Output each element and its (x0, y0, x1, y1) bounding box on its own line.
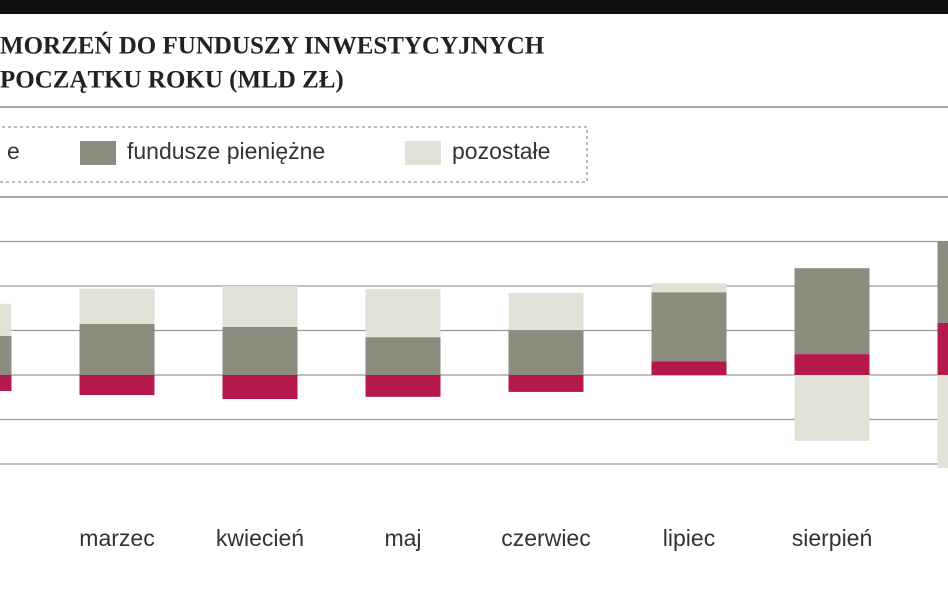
bar-segment (937, 241, 948, 323)
x-tick-label: marzec (79, 525, 154, 551)
x-tick-label: maj (384, 525, 421, 551)
chart-title: MORZEŃ DO FUNDUSZY INWESTYCYJNYCH (0, 32, 545, 60)
bar-segment (651, 361, 727, 375)
x-tick-label: lipiec (663, 525, 715, 551)
bar-segment (937, 375, 948, 469)
bar-segment (222, 326, 298, 375)
bar-segment (937, 322, 948, 375)
bar-segment (508, 293, 584, 331)
legend-label: e (7, 138, 20, 164)
legend: e fundusze pieniężne pozostałe (7, 138, 550, 165)
bar-segment (222, 375, 298, 400)
bar-segment (0, 303, 12, 336)
legend-swatch (80, 141, 116, 165)
bar-segment (365, 337, 441, 375)
bar-segment (794, 354, 870, 375)
x-tick-label: kwiecień (216, 525, 304, 551)
grid (0, 240, 948, 465)
top-bar (0, 0, 948, 14)
bar-segment (651, 292, 727, 362)
bar-segment (222, 286, 298, 327)
bar-segment (651, 283, 727, 293)
bar-segment (365, 375, 441, 397)
bar-segment (0, 375, 12, 392)
bar-segment (794, 268, 870, 355)
bar-segment (79, 288, 155, 324)
bar-segment (79, 323, 155, 375)
chart-subtitle: POCZĄTKU ROKU (MLD ZŁ) (0, 67, 344, 94)
legend-swatch (405, 141, 441, 165)
bar-segment (508, 375, 584, 392)
x-tick-label: sierpień (792, 525, 873, 551)
legend-label: fundusze pieniężne (127, 138, 325, 164)
bar-segment (365, 289, 441, 338)
legend-label: pozostałe (452, 138, 550, 164)
x-tick-label: czerwiec (501, 525, 590, 551)
bar-segment (79, 375, 155, 396)
bar-segment (508, 330, 584, 375)
bar-segment (794, 375, 870, 441)
bars: marzeckwiecieńmajczerwieclipiecsierpieńw… (0, 241, 948, 551)
legend-box (0, 126, 588, 183)
bar-segment (0, 335, 12, 375)
